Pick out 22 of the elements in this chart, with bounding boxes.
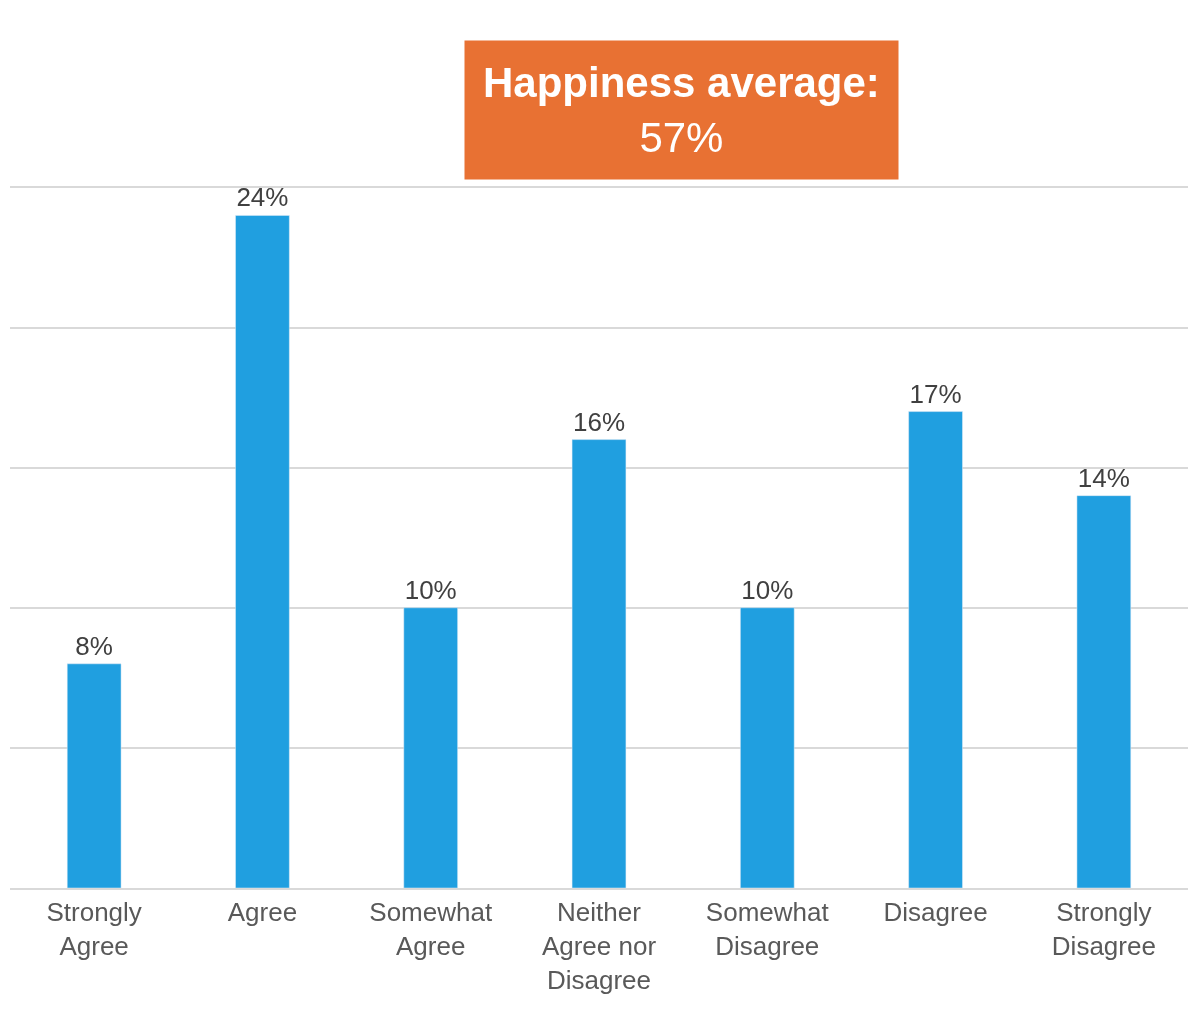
bar: [740, 607, 795, 888]
x-tick-label: Disagree: [883, 897, 988, 928]
text: Happiness average: 57%: [483, 59, 880, 161]
data-label: 14%: [1077, 462, 1130, 493]
data-label: 10%: [741, 574, 794, 605]
bar: [66, 663, 122, 888]
data-label: 10%: [404, 574, 457, 605]
bar: [403, 607, 458, 888]
data-label: 24%: [236, 182, 289, 213]
data-label: 8%: [75, 630, 113, 661]
x-tick-label: Agree: [227, 897, 298, 928]
x-tick-label: Strongly Disagree: [1051, 897, 1156, 961]
data-label: 17%: [909, 378, 962, 409]
bar: [235, 215, 290, 888]
bar: [908, 411, 963, 888]
x-tick-label: Somewhat Agree: [369, 897, 493, 961]
x-tick-label: Somewhat Disagree: [705, 897, 830, 961]
x-tick-label: Neither Agree nor Disagree: [541, 897, 657, 995]
bar: [1076, 495, 1132, 888]
data-label: 16%: [572, 406, 626, 437]
bar: [571, 439, 627, 888]
x-tick-label: Strongly Agree: [46, 897, 142, 961]
